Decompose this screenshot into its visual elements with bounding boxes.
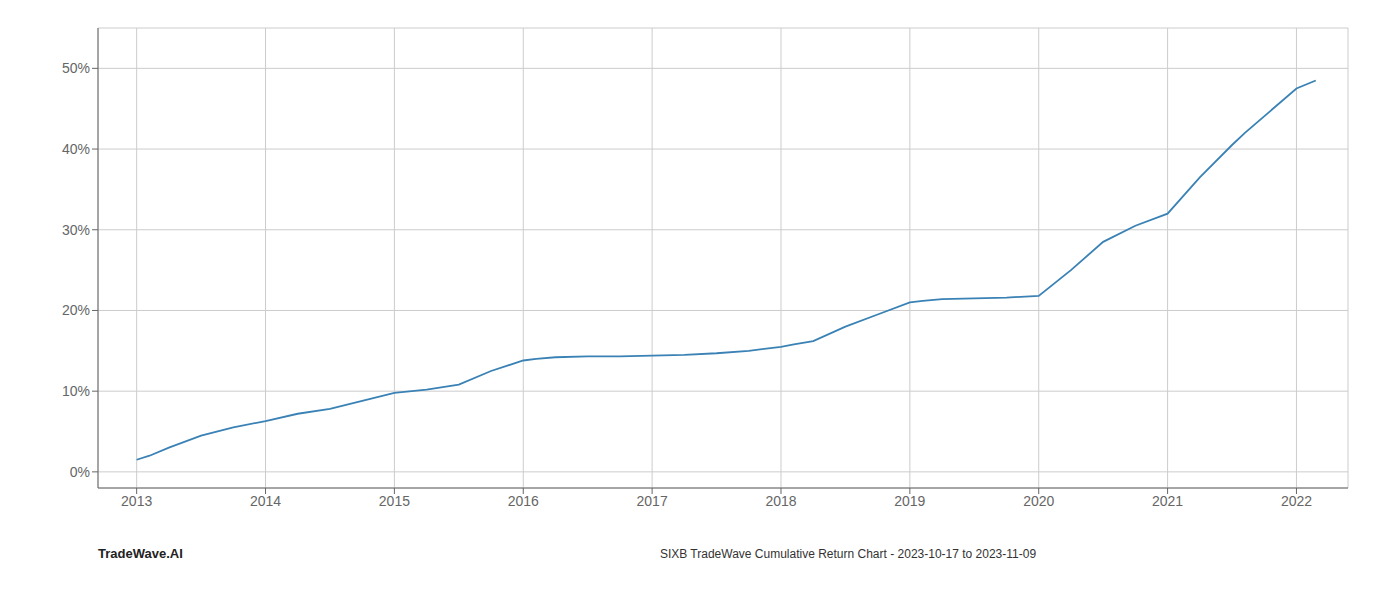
svg-text:2021: 2021: [1152, 493, 1183, 509]
svg-text:0%: 0%: [70, 464, 90, 480]
svg-text:2016: 2016: [508, 493, 539, 509]
svg-text:2015: 2015: [379, 493, 410, 509]
svg-text:2019: 2019: [894, 493, 925, 509]
svg-text:10%: 10%: [62, 383, 90, 399]
svg-text:20%: 20%: [62, 302, 90, 318]
svg-text:2017: 2017: [637, 493, 668, 509]
svg-text:2014: 2014: [250, 493, 281, 509]
svg-text:30%: 30%: [62, 222, 90, 238]
svg-text:40%: 40%: [62, 141, 90, 157]
svg-text:2020: 2020: [1023, 493, 1054, 509]
svg-text:50%: 50%: [62, 60, 90, 76]
svg-text:2013: 2013: [121, 493, 152, 509]
svg-text:2022: 2022: [1281, 493, 1312, 509]
svg-text:2018: 2018: [765, 493, 796, 509]
html-text:TradeWave.AI: TradeWave.AI: [98, 546, 183, 561]
html-text:SIXB TradeWave Cumulative Retu: SIXB TradeWave Cumulative Return Chart -…: [659, 547, 1037, 561]
